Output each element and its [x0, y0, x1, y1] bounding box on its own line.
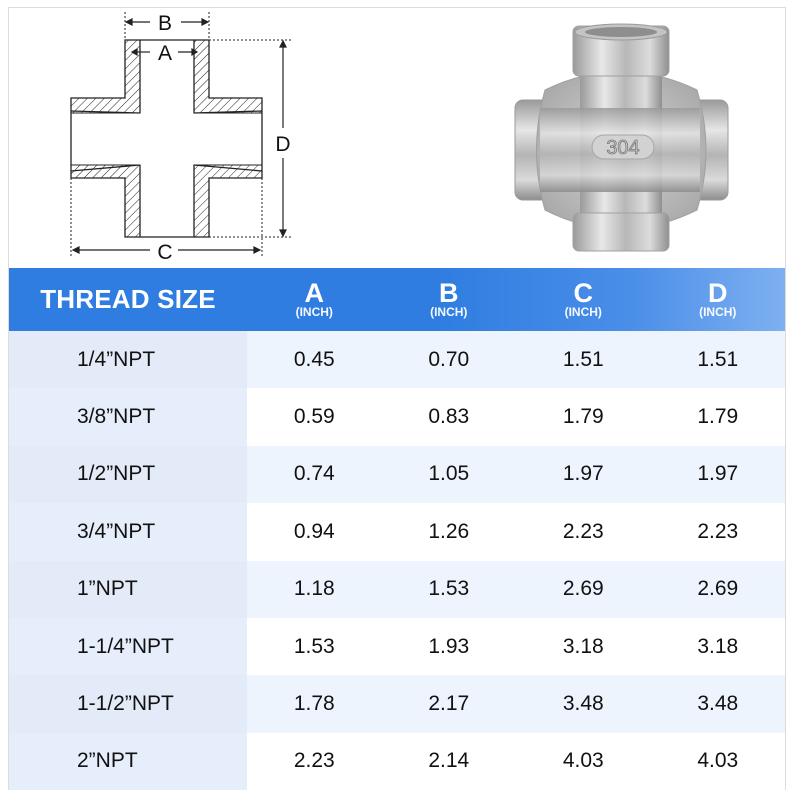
cell-d: 1.51: [650, 331, 785, 389]
cell-c: 3.18: [516, 617, 651, 676]
header-col-a: A (INCH): [247, 268, 382, 331]
cell-b: 1.53: [381, 560, 516, 618]
table-row: 1/4”NPT 0.45 0.70 1.51 1.51: [9, 331, 785, 389]
cell-b: 0.70: [381, 331, 516, 389]
header-unit: (INCH): [564, 305, 602, 319]
cell-a: 1.78: [247, 675, 382, 733]
cell-b: 2.14: [381, 732, 516, 791]
cell-b: 1.93: [381, 617, 516, 676]
table-row: 1-1/2”NPT 1.78 2.17 3.48 3.48: [9, 675, 785, 733]
cell-b: 2.17: [381, 675, 516, 733]
material-stamp: 304: [606, 137, 639, 159]
cell-thread-size: 2”NPT: [9, 732, 247, 791]
header-thread-size: THREAD SIZE: [40, 284, 216, 314]
cell-d: 4.03: [650, 732, 785, 791]
dimension-label-b: B: [158, 12, 172, 35]
cell-d: 3.18: [650, 617, 785, 676]
header-unit: (INCH): [699, 305, 737, 319]
header-col-b: B (INCH): [382, 268, 517, 331]
cell-a: 0.74: [247, 445, 382, 504]
dimension-label-d: D: [275, 133, 290, 156]
cell-c: 3.48: [516, 675, 651, 733]
dimension-label-a: A: [158, 42, 172, 65]
cell-thread-size: 1/2”NPT: [9, 445, 247, 504]
cell-c: 2.23: [516, 503, 651, 561]
header-letter: B: [439, 278, 459, 308]
product-photo: 304: [514, 23, 729, 252]
cross-fitting-diagram: B A D C: [70, 12, 293, 264]
header-letter: D: [708, 278, 728, 308]
cell-thread-size: 3/4”NPT: [9, 503, 247, 561]
cell-thread-size: 1-1/4”NPT: [9, 617, 247, 676]
table-row: 1-1/4”NPT 1.53 1.93 3.18 3.18: [9, 617, 785, 676]
cell-d: 1.97: [650, 445, 785, 504]
header-letter: C: [573, 278, 594, 308]
cell-b: 0.83: [381, 388, 516, 446]
table-row: 3/8”NPT 0.59 0.83 1.79 1.79: [9, 388, 785, 446]
cell-thread-size: 1-1/2”NPT: [9, 675, 247, 733]
cell-a: 0.94: [247, 503, 382, 561]
cell-a: 0.59: [247, 388, 382, 446]
dimension-label-c: C: [157, 241, 172, 264]
cell-thread-size: 1”NPT: [9, 560, 247, 618]
cell-c: 4.03: [516, 732, 651, 791]
cell-thread-size: 3/8”NPT: [9, 388, 247, 446]
cell-a: 1.18: [247, 560, 382, 618]
table-row: 3/4”NPT 0.94 1.26 2.23 2.23: [9, 503, 785, 561]
table-header: THREAD SIZE A (INCH) B (INCH) C (INCH) D…: [9, 268, 785, 331]
table-row: 2”NPT 2.23 2.14 4.03 4.03: [9, 732, 785, 791]
header-col-d: D (INCH): [651, 268, 786, 331]
cell-b: 1.05: [381, 445, 516, 504]
cell-c: 1.79: [516, 388, 651, 446]
cell-d: 2.23: [650, 503, 785, 561]
header-letter: A: [304, 278, 325, 308]
cell-d: 3.48: [650, 675, 785, 733]
cell-c: 1.51: [516, 331, 651, 389]
header-col-c: C (INCH): [516, 268, 651, 331]
cell-a: 1.53: [247, 617, 382, 676]
cell-d: 2.69: [650, 560, 785, 618]
cell-c: 2.69: [516, 560, 651, 618]
header-unit: (INCH): [295, 305, 333, 319]
header-unit: (INCH): [430, 305, 468, 319]
cell-b: 1.26: [381, 503, 516, 561]
cell-d: 1.79: [650, 388, 785, 446]
cell-a: 0.45: [247, 331, 382, 389]
table-row: 1/2”NPT 0.74 1.05 1.97 1.97: [9, 445, 785, 504]
dimension-table: THREAD SIZE A (INCH) B (INCH) C (INCH) D…: [9, 268, 785, 791]
cell-a: 2.23: [247, 732, 382, 791]
table-row: 1”NPT 1.18 1.53 2.69 2.69: [9, 560, 785, 618]
cell-thread-size: 1/4”NPT: [9, 331, 247, 389]
cell-c: 1.97: [516, 445, 651, 504]
